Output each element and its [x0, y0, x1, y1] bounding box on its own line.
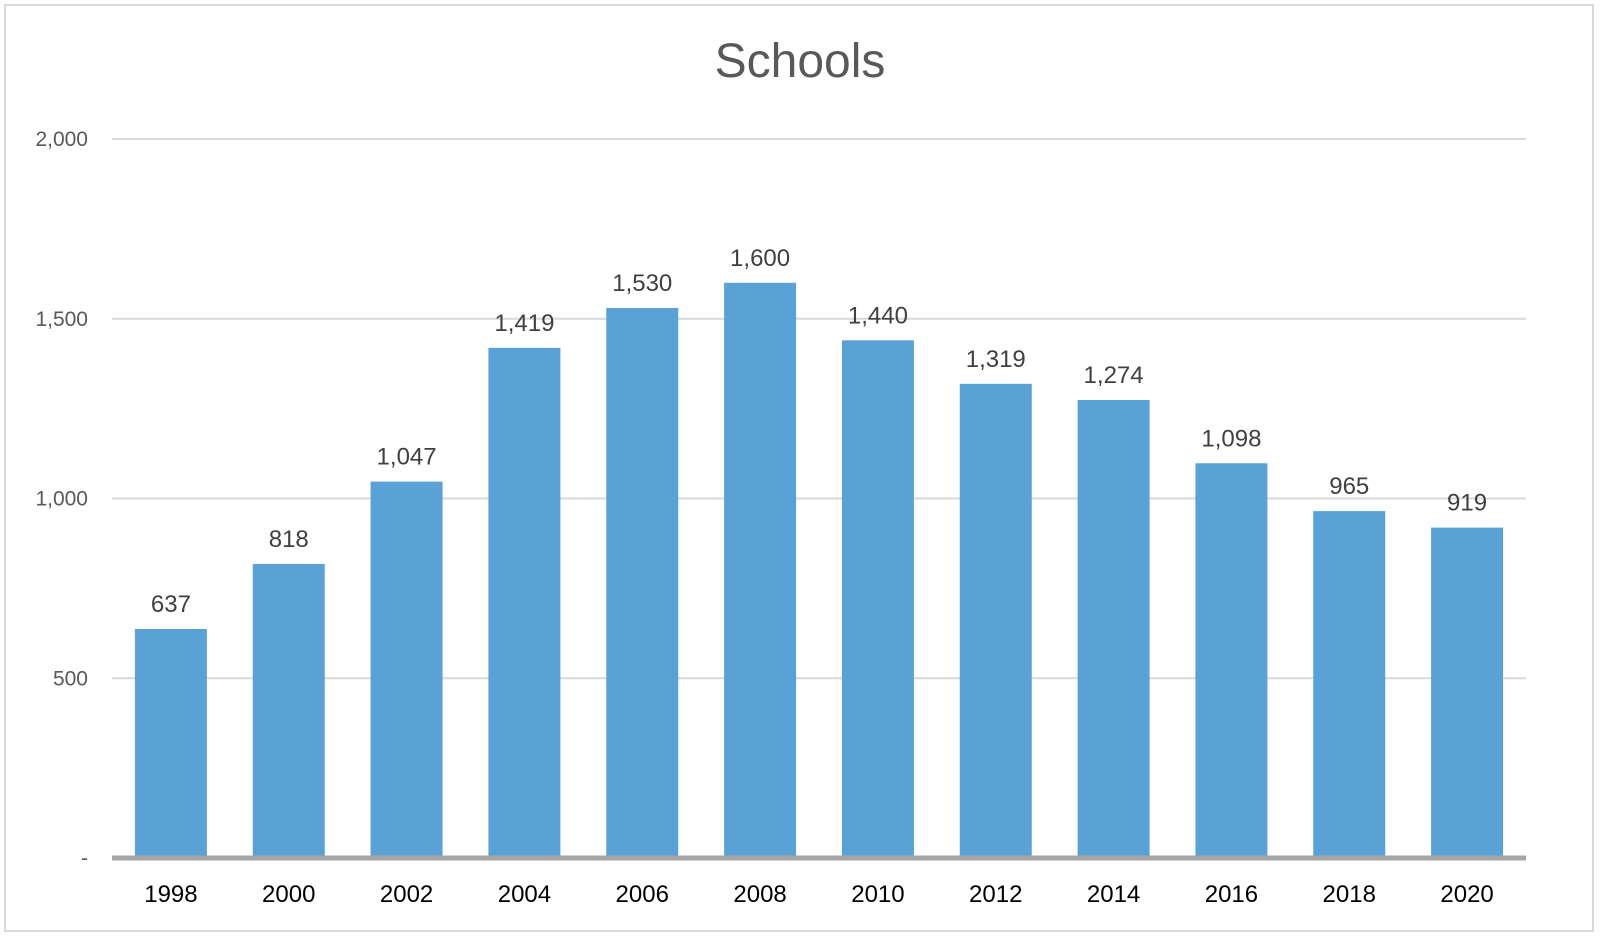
data-label: 1,047 [377, 444, 437, 471]
chart-title: Schools [714, 35, 886, 88]
data-label: 965 [1329, 473, 1369, 500]
y-tick-label: 500 [53, 667, 88, 690]
data-label: 1,098 [1201, 425, 1261, 452]
x-tick-label: 2000 [262, 881, 315, 908]
y-axis-ticks: - 500 1,000 1,500 2,000 [35, 128, 88, 870]
bar [1195, 463, 1268, 858]
bars [134, 282, 1504, 859]
data-label: 1,274 [1084, 362, 1144, 389]
data-label: 1,440 [848, 302, 908, 329]
x-tick-label: 2020 [1440, 881, 1493, 908]
x-tick-label: 2004 [498, 881, 551, 908]
x-tick-label: 2002 [380, 881, 433, 908]
data-label: 1,319 [966, 346, 1026, 373]
bar [252, 563, 325, 858]
x-tick-label: 2008 [733, 881, 786, 908]
bar [1313, 511, 1386, 858]
x-tick-label: 2010 [851, 881, 904, 908]
data-label: 818 [269, 526, 309, 553]
bar [841, 340, 914, 858]
data-label: 1,419 [494, 310, 554, 337]
bar [1431, 527, 1504, 858]
data-label: 1,530 [612, 270, 672, 297]
x-tick-label: 1998 [144, 881, 197, 908]
x-tick-label: 2012 [969, 881, 1022, 908]
x-tick-label: 2018 [1323, 881, 1376, 908]
bar [488, 347, 561, 858]
y-tick-label: - [81, 847, 88, 870]
bar [606, 307, 679, 859]
data-label: 1,600 [730, 245, 790, 272]
gridlines [112, 138, 1526, 680]
x-tick-label: 2016 [1205, 881, 1258, 908]
bar [959, 383, 1032, 858]
y-tick-label: 2,000 [35, 128, 88, 151]
data-label: 637 [151, 591, 191, 618]
x-tick-label: 2014 [1087, 881, 1140, 908]
bar [134, 628, 207, 858]
y-tick-label: 1,000 [35, 488, 88, 511]
data-label: 919 [1447, 490, 1487, 517]
y-tick-label: 1,500 [35, 308, 88, 331]
x-tick-label: 2006 [616, 881, 669, 908]
x-axis-ticks: 1998 2000 2002 2004 2006 2008 2010 2012 2014 2016… [112, 855, 1526, 908]
bar [370, 481, 443, 858]
bar [724, 282, 797, 858]
bar [1077, 399, 1150, 858]
data-labels: 637 818 1,047 1,419 1,530 1,600 1,440 1,319 1,27… [151, 245, 1487, 618]
